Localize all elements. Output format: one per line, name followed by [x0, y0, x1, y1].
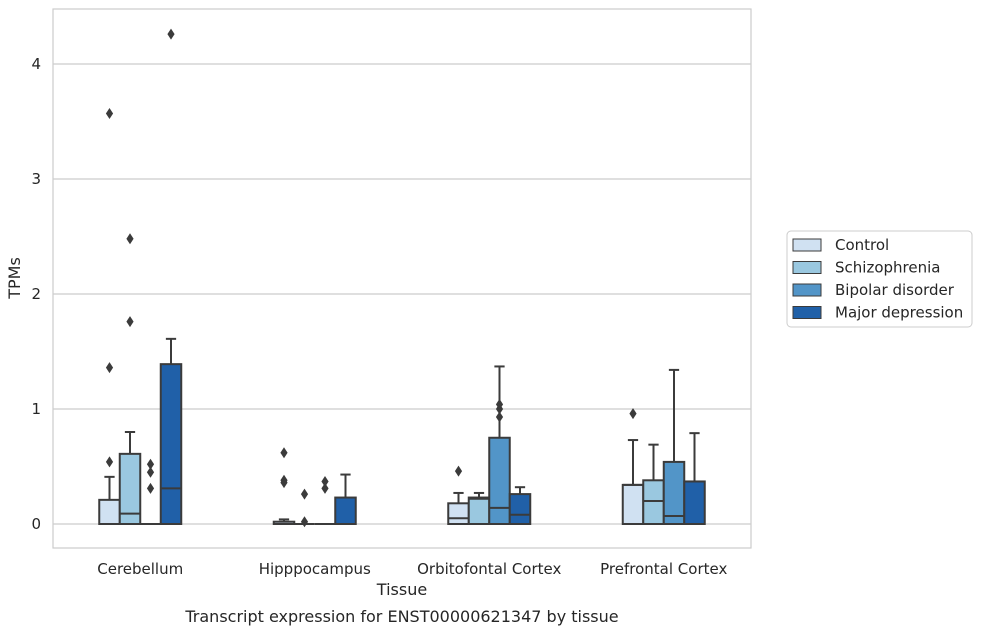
box-body — [447, 502, 470, 525]
y-gridlines — [53, 63, 751, 525]
box-1-2 — [314, 475, 336, 525]
x-axis-label: Tissue — [376, 580, 427, 599]
x-tick-label: Orbitofontal Cortex — [417, 560, 561, 578]
outlier-point — [146, 466, 155, 478]
box-body — [508, 493, 532, 526]
x-tick-label: Cerebellum — [97, 560, 183, 578]
outlier-point — [495, 398, 504, 410]
outlier-point — [300, 488, 309, 500]
legend: Control Schizophrenia Bipolar disorder Majo… — [786, 230, 973, 328]
box-body — [662, 460, 686, 525]
legend-swatch — [792, 283, 822, 297]
outlier-point — [126, 316, 134, 328]
box-0-0 — [98, 107, 121, 526]
y-tick-label: 4 — [31, 55, 41, 73]
x-tick-label: Hipppocampus — [259, 560, 371, 578]
outlier-point — [146, 458, 155, 470]
box-body — [642, 479, 665, 525]
outlier-point — [105, 362, 114, 374]
outlier-point — [629, 408, 637, 420]
box-1-0 — [272, 447, 296, 526]
y-tick-label: 3 — [31, 170, 41, 188]
box-body — [621, 483, 645, 525]
legend-label: Control — [835, 236, 889, 254]
box-1-1 — [294, 488, 315, 528]
box-body — [98, 498, 121, 526]
box-body — [683, 480, 706, 526]
outlier-point — [126, 233, 134, 245]
y-tick-label: 1 — [31, 400, 41, 418]
outlier-point — [105, 456, 114, 468]
plot-area — [52, 8, 752, 549]
box-body — [467, 496, 491, 525]
legend-frame — [786, 230, 973, 328]
box-body — [488, 436, 511, 525]
y-tick-label: 2 — [31, 285, 41, 303]
box-body — [334, 496, 357, 525]
outlier-point — [280, 474, 288, 486]
box-3-3 — [683, 432, 706, 526]
legend-label: Major depression — [835, 304, 963, 322]
legend-swatch — [792, 238, 822, 252]
box-1-3 — [334, 473, 357, 525]
box-3-2 — [662, 368, 686, 525]
legend-label: Bipolar disorder — [835, 281, 955, 299]
outlier-point — [495, 411, 504, 423]
box-body — [118, 452, 142, 526]
box-0-2 — [140, 458, 161, 525]
box-body — [159, 363, 183, 525]
box-2-2 — [488, 365, 511, 525]
box-2-3 — [508, 486, 532, 526]
legend-swatch — [792, 306, 822, 319]
outlier-point — [454, 465, 463, 477]
outlier-point — [280, 447, 288, 459]
box-0-3 — [159, 28, 183, 525]
outlier-point — [167, 28, 175, 40]
outlier-point — [321, 482, 329, 494]
y-axis-label: TPMs — [5, 257, 24, 300]
box-2-1 — [467, 491, 491, 525]
y-tick-label: 0 — [31, 515, 41, 533]
outlier-point — [105, 107, 114, 119]
chart-caption: Transcript expression for ENST0000062134… — [184, 607, 618, 626]
outlier-point — [321, 475, 329, 487]
outlier-point — [300, 516, 309, 528]
box-0-1 — [118, 233, 142, 526]
box-3-1 — [642, 443, 665, 525]
x-tick-label: Prefrontal Cortex — [600, 560, 727, 578]
box-3-0 — [621, 408, 645, 525]
x-tick-labels: Cerebellum Hipppocampus Orbitofontal Corte… — [97, 560, 727, 578]
legend-swatch — [792, 261, 822, 274]
outlier-point — [146, 482, 155, 494]
y-tick-labels: 0 1 2 3 4 — [31, 55, 41, 533]
box-series — [98, 28, 706, 528]
legend-label: Schizophrenia — [835, 259, 940, 277]
box-2-0 — [447, 465, 470, 525]
